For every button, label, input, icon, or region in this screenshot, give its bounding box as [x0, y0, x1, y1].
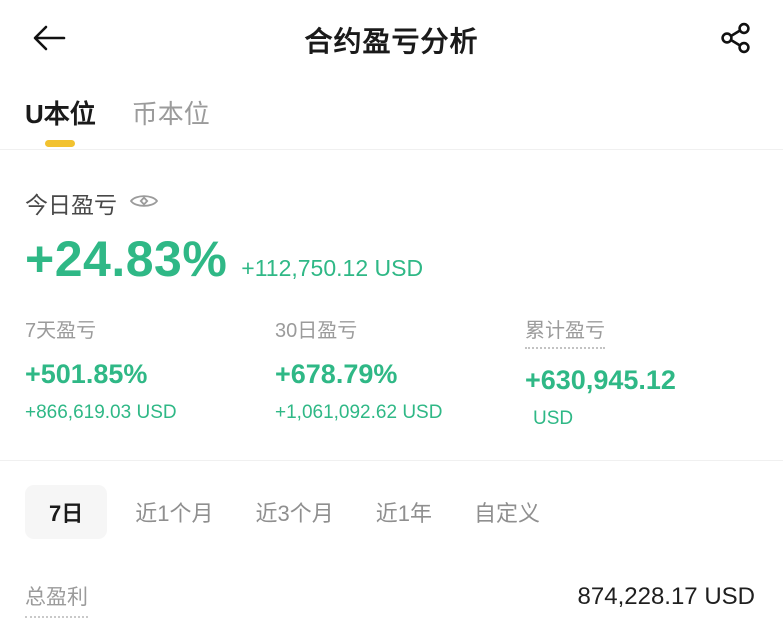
filter-custom[interactable]: 自定义 [474, 501, 541, 526]
stat-7day-amount: +866,619.03 USD [25, 402, 177, 423]
stat-30day-percent: +678.79% [275, 359, 398, 389]
header: 合约盈亏分析 [0, 0, 783, 80]
share-icon [717, 20, 753, 61]
filter-1month[interactable]: 近1个月 [135, 501, 214, 526]
section-divider [0, 460, 783, 461]
page-title: 合约盈亏分析 [304, 26, 479, 57]
visibility-toggle[interactable] [129, 190, 159, 217]
stat-30day-label: 30日盈亏 [275, 320, 358, 342]
active-tab-underline [45, 140, 76, 147]
filter-3month[interactable]: 近3个月 [255, 501, 334, 526]
today-pnl-row: 今日盈亏 [25, 186, 758, 220]
filter-1year[interactable]: 近1年 [375, 501, 432, 526]
main-content: 今日盈亏 +24.83% +112,750.12 USD 7天盈亏 +501.8… [0, 186, 783, 618]
tab-bar: U本位 币本位 [0, 80, 783, 150]
eye-icon [129, 190, 159, 217]
stat-cumulative: 累计盈亏 +630,945.12 USD [525, 314, 758, 430]
today-pnl-percent: +24.83% [25, 231, 228, 287]
tab-coin-margined[interactable]: 币本位 [132, 94, 210, 149]
stat-7day-label: 7天盈亏 [25, 320, 97, 342]
total-profit-value: 874,228.17 USD [577, 583, 755, 610]
stat-30day: 30日盈亏 +678.79% +1,061,092.62 USD [275, 314, 525, 430]
today-pnl-amount: +112,750.12 USD [241, 255, 424, 281]
today-pnl-label: 今日盈亏 [25, 192, 117, 218]
tab-usd-margined[interactable]: U本位 [25, 94, 96, 149]
total-profit-label[interactable]: 总盈利 [25, 581, 88, 618]
back-button[interactable] [30, 18, 74, 62]
stat-7day-percent: +501.85% [25, 359, 148, 389]
filter-7day[interactable]: 7日 [25, 485, 108, 539]
pnl-stats-row: 7天盈亏 +501.85% +866,619.03 USD 30日盈亏 +678… [25, 314, 758, 430]
stat-cumulative-currency: USD [533, 408, 574, 429]
tab-coin-margined-label: 币本位 [131, 99, 210, 129]
stat-30day-amount: +1,061,092.62 USD [275, 402, 443, 423]
time-range-filters: 7日 近1个月 近3个月 近1年 自定义 [25, 485, 758, 539]
stat-7day: 7天盈亏 +501.85% +866,619.03 USD [25, 314, 275, 430]
back-arrow-icon [30, 22, 68, 59]
total-profit-row: 总盈利 874,228.17 USD [25, 581, 758, 618]
stat-cumulative-label[interactable]: 累计盈亏 [525, 314, 605, 349]
today-pnl-values: +24.83% +112,750.12 USD [25, 230, 758, 288]
stat-cumulative-amount: +630,945.12 [525, 365, 676, 395]
share-button[interactable] [709, 18, 753, 62]
tab-usd-margined-label: U本位 [25, 99, 96, 129]
